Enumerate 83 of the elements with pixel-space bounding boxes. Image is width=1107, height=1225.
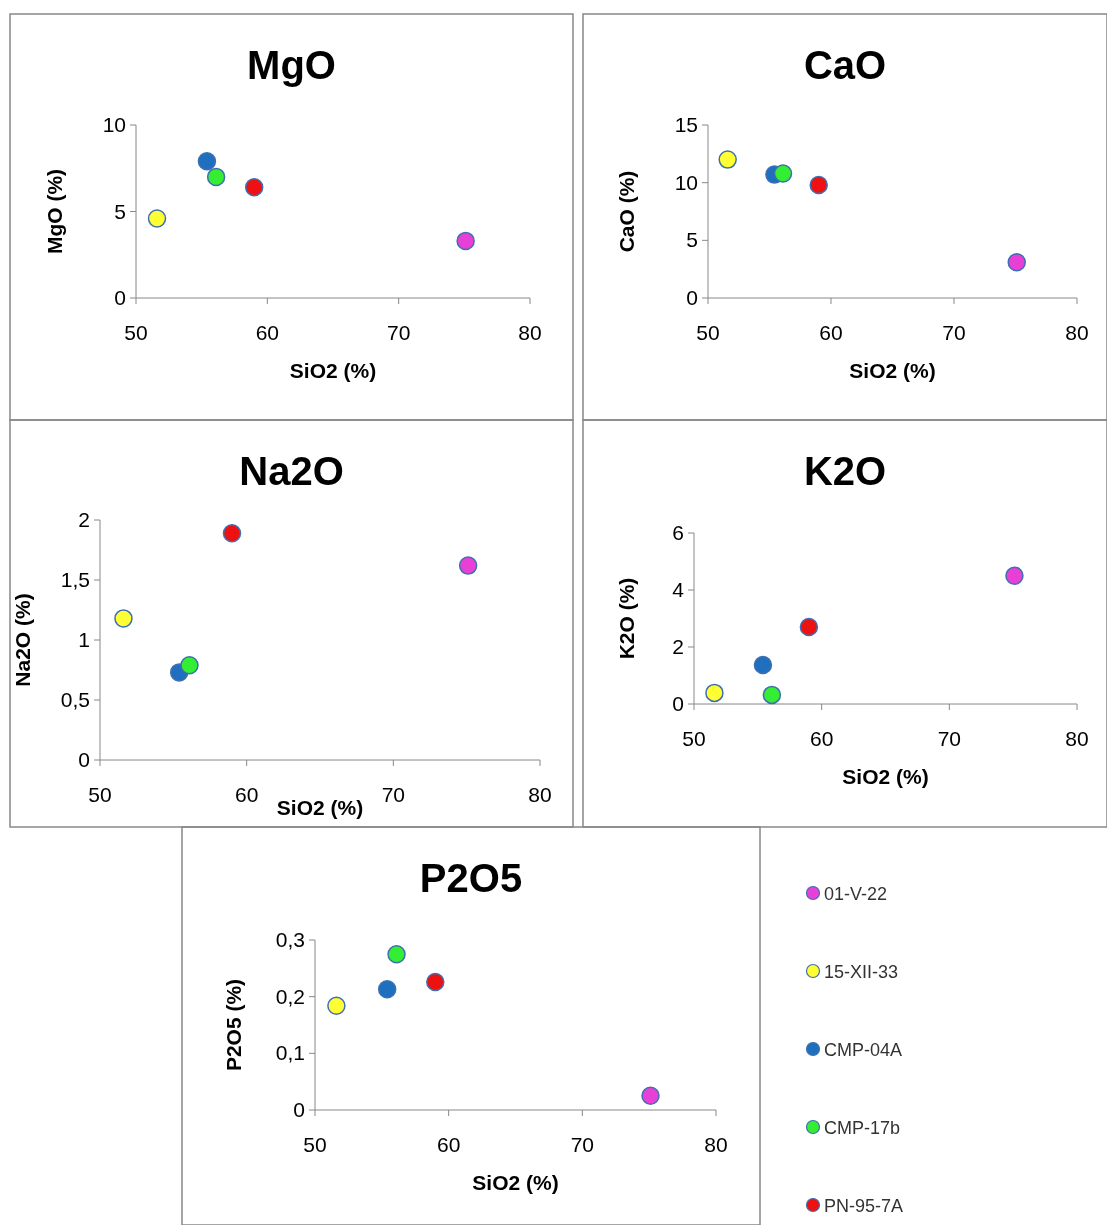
chart-title: MgO [247, 43, 336, 87]
y-tick-label: 1,5 [60, 568, 90, 591]
legend-label: 01-V-22 [824, 883, 888, 904]
point [718, 150, 737, 169]
y-axis-title: P2O5 (%) [222, 978, 245, 1072]
y-tick-label: 4 [672, 578, 685, 601]
x-tick-label: 80 [1065, 321, 1089, 344]
y-tick-label: 2 [78, 508, 90, 531]
point [222, 523, 242, 543]
point [327, 996, 346, 1015]
chart-title: Na2O [239, 449, 344, 493]
x-tick-label: 50 [88, 783, 112, 806]
point [753, 655, 773, 675]
point [387, 944, 406, 964]
x-axis-title: SiO2 (%) [472, 1171, 559, 1194]
x-tick-label: 50 [124, 321, 148, 344]
x-axis-title: SiO2 (%) [276, 796, 364, 819]
point [147, 209, 167, 228]
x-tick-label: 50 [682, 727, 706, 750]
x-tick-label: 80 [528, 783, 552, 806]
x-tick-label: 60 [255, 321, 280, 344]
x-tick-label: 60 [819, 321, 843, 344]
x-tick-label: 60 [234, 783, 259, 806]
y-tick-label: 5 [686, 228, 698, 252]
y-tick-label: 0 [686, 286, 698, 309]
y-tick-label: 0 [114, 286, 126, 309]
legend-label: 15-XII-33 [824, 961, 899, 982]
point [197, 152, 217, 171]
y-axis-title: CaO (%) [615, 170, 638, 253]
x-tick-label: 70 [386, 321, 411, 344]
y-tick-label: 0,3 [275, 928, 305, 951]
x-tick-label: 60 [436, 1133, 461, 1156]
y-tick-label: 1 [78, 628, 90, 651]
x-tick-label: 70 [570, 1133, 595, 1156]
point [809, 175, 828, 195]
legend-label: CMP-17b [824, 1117, 901, 1138]
legend-label: CMP-04A [824, 1039, 903, 1060]
y-axis-title: K2O (%) [615, 577, 638, 660]
x-tick-label: 70 [942, 321, 966, 344]
point [1005, 566, 1024, 585]
y-tick-label: 15 [674, 113, 698, 136]
chart-title: P2O5 [419, 856, 523, 900]
y-axis-title: MgO (%) [43, 168, 66, 255]
point [206, 167, 226, 187]
x-tick-label: 80 [1065, 727, 1089, 750]
x-tick-label: 70 [381, 783, 406, 806]
point [244, 178, 264, 197]
legend-label: PN-95-7A [824, 1195, 904, 1216]
point [762, 685, 782, 705]
point [458, 556, 478, 575]
y-tick-label: 10 [674, 170, 698, 194]
x-axis-title: SiO2 (%) [842, 765, 929, 788]
point [1007, 253, 1026, 272]
point [705, 683, 724, 703]
point [456, 231, 475, 251]
x-axis-title: SiO2 (%) [849, 359, 936, 382]
x-tick-label: 50 [696, 321, 720, 344]
y-axis-title: Na2O (%) [11, 593, 34, 687]
y-tick-label: 10 [102, 113, 126, 136]
y-tick-label: 0,5 [60, 688, 90, 711]
point [799, 617, 819, 637]
x-tick-label: 80 [704, 1133, 728, 1156]
point [773, 164, 793, 183]
x-tick-label: 50 [303, 1133, 327, 1156]
point [180, 655, 199, 675]
y-tick-label: 2 [672, 635, 684, 658]
y-tick-label: 5 [114, 199, 126, 223]
point [114, 609, 133, 628]
x-axis-title: SiO2 (%) [289, 359, 377, 382]
chart-title: K2O [803, 449, 887, 493]
y-tick-label: 6 [672, 521, 684, 544]
y-tick-label: 0 [672, 692, 684, 715]
y-tick-label: 0,2 [275, 984, 305, 1008]
y-tick-label: 0 [293, 1098, 305, 1121]
point [426, 972, 445, 992]
x-tick-label: 70 [937, 727, 962, 750]
point [377, 980, 397, 999]
point [641, 1086, 660, 1106]
x-tick-label: 80 [518, 321, 542, 344]
y-tick-label: 0 [78, 748, 90, 771]
y-tick-label: 0,1 [275, 1041, 305, 1065]
chart-title: CaO [803, 43, 887, 87]
x-tick-label: 60 [809, 727, 834, 750]
